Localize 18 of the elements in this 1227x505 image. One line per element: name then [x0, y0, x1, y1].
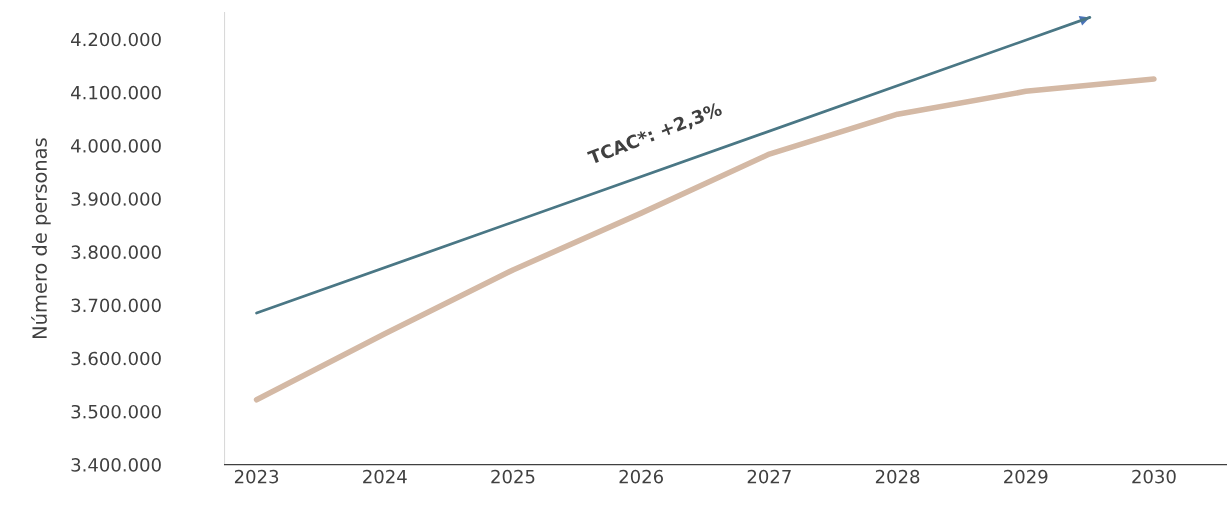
y-tick-label: 3.400.000 — [71, 458, 161, 472]
x-tick-label: 2029 — [1004, 469, 1048, 484]
x-tick-label: 2027 — [747, 469, 791, 484]
y-tick-label: 4.100.000 — [71, 85, 161, 100]
x-tick-label: 2025 — [491, 469, 535, 484]
y-tick-label: 4.000.000 — [71, 139, 161, 153]
y-tick-label: 4.200.000 — [71, 32, 161, 47]
y-axis-title: Número de personas — [31, 138, 51, 338]
y-tick-label: 3.900.000 — [71, 192, 161, 206]
y-tick-label: 3.700.000 — [71, 298, 161, 313]
x-tick-label: 2026 — [619, 469, 663, 484]
y-tick-label: 3.800.000 — [71, 245, 161, 260]
x-tick-label: 2028 — [875, 469, 920, 484]
x-tick-label: 2024 — [363, 469, 407, 484]
x-tick-label: 2030 — [1132, 469, 1176, 484]
y-tick-label: 3.500.000 — [71, 404, 161, 419]
y-tick-label: 3.600.000 — [71, 351, 161, 366]
x-tick-label: 2023 — [234, 469, 279, 484]
